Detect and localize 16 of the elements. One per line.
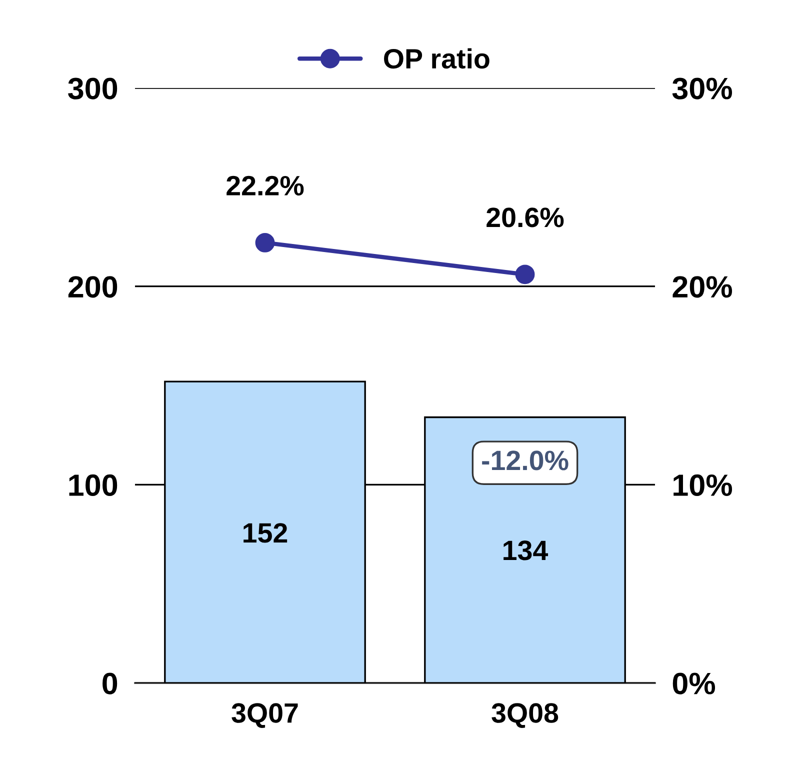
y2-tick-label: 20% (672, 276, 732, 298)
y2-tick-label: 0% (672, 672, 716, 694)
y-tick-label: 100 (69, 474, 118, 496)
x-tick-label: 3Q07 (232, 703, 298, 728)
annotation: -12.0% (482, 450, 568, 470)
y-tick-label: 300 (68, 78, 118, 100)
data-label: 152 (244, 523, 288, 543)
y-tick-label: 200 (68, 276, 118, 298)
data-label: 20.6% (486, 208, 564, 228)
y-tick-label: 0 (102, 672, 118, 694)
x-tick-label: 3Q08 (492, 703, 558, 728)
data-label: 134 (504, 540, 548, 560)
legend-label: OP ratio (384, 48, 490, 69)
data-label: 22.2% (226, 176, 304, 196)
y2-tick-label: 30% (672, 78, 732, 100)
y2-tick-label: 10% (674, 474, 732, 496)
